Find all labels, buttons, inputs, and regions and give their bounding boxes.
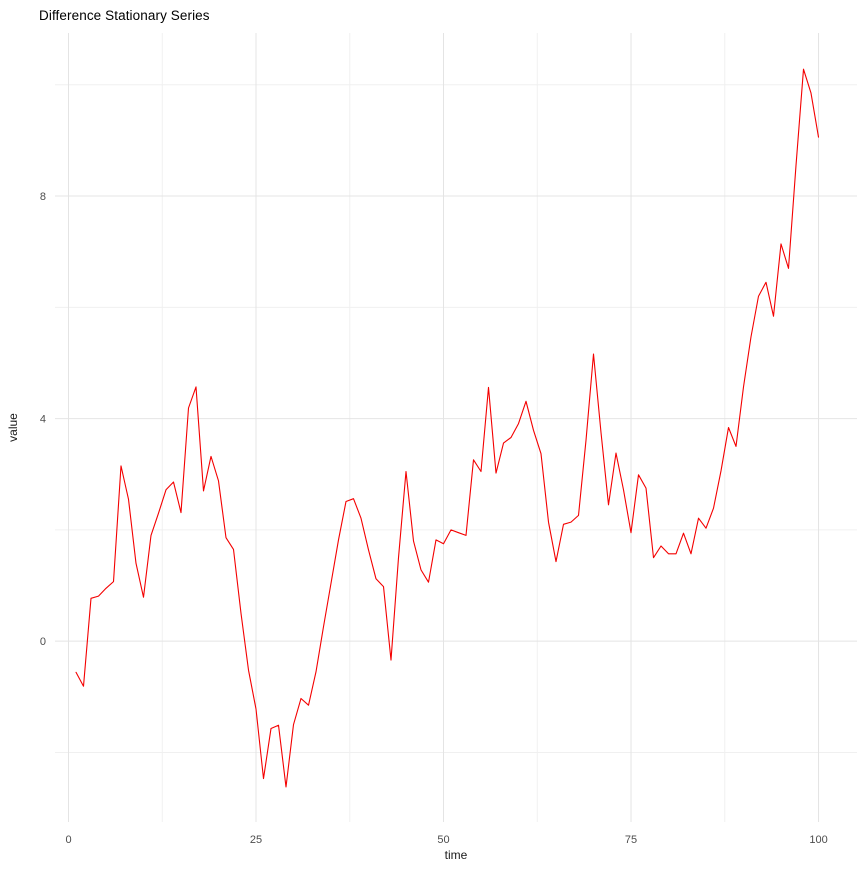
x-tick-label: 75 — [625, 834, 637, 846]
y-tick-label: 8 — [40, 191, 46, 203]
series-line — [75, 68, 820, 788]
y-tick-label: 0 — [40, 636, 46, 648]
x-tick-label: 50 — [437, 834, 449, 846]
x-axis-title: time — [445, 848, 468, 862]
chart-title: Difference Stationary Series — [39, 8, 210, 23]
x-tick-label: 0 — [65, 834, 71, 846]
x-tick-label: 100 — [809, 834, 827, 846]
y-axis-title: value — [6, 413, 20, 442]
x-tick-label: 25 — [250, 834, 262, 846]
y-tick-label: 4 — [40, 414, 46, 426]
